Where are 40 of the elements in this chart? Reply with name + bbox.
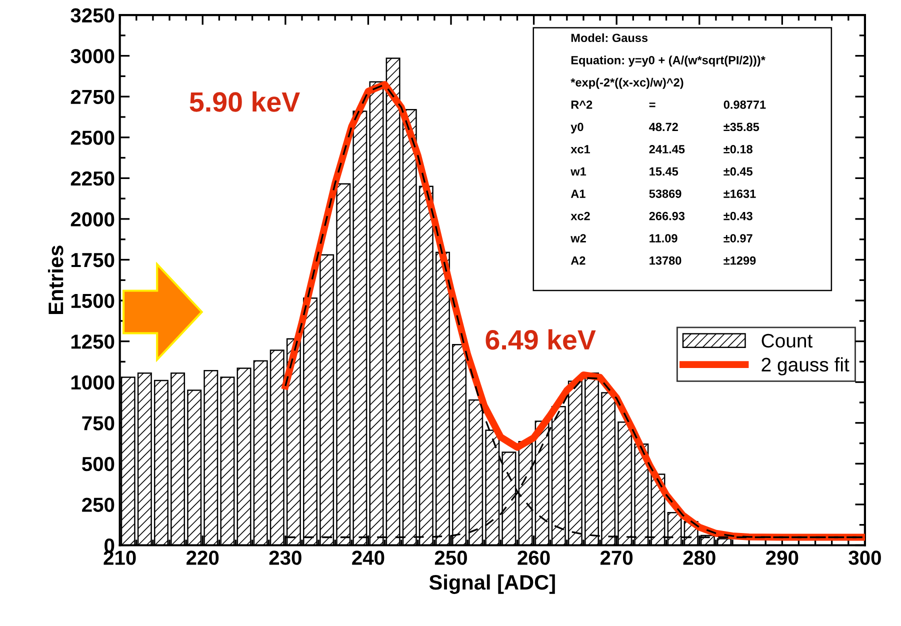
text: xc1 241.45 ±0.18 xyxy=(570,145,752,154)
annotation: 5.90 keV xyxy=(190,91,300,112)
x-tick-label: 250 xyxy=(434,550,467,565)
y-tick-label: 2750 xyxy=(70,90,114,104)
x-tick-label: 220 xyxy=(186,550,219,565)
text: w2 11.09 ±0.97 xyxy=(570,234,752,242)
legend-label: Count xyxy=(762,334,813,348)
y-tick-label: 2250 xyxy=(70,171,114,186)
legend-label: 2 gauss fit xyxy=(762,357,850,376)
text: A1 53869 ±1631 xyxy=(570,190,756,198)
y-axis-title: Entries xyxy=(48,246,64,314)
text: A2 13780 ±1299 xyxy=(570,256,756,265)
y-tick-label: 1250 xyxy=(71,334,114,349)
y-tick-label: 250 xyxy=(82,498,114,512)
text: xc2 266.93 ±0.43 xyxy=(570,212,752,220)
y-tick-label: 3000 xyxy=(70,49,114,64)
x-tick-label: 240 xyxy=(352,550,384,565)
y-tick-label: 2500 xyxy=(70,130,114,145)
x-tick-label: 230 xyxy=(269,550,302,565)
x-tick-label: 300 xyxy=(848,550,881,565)
text: R^2 = 0.98771 xyxy=(571,100,766,109)
y-tick-label: 2000 xyxy=(70,212,114,226)
text: w1 15.45 ±0.45 xyxy=(570,167,753,176)
y-tick-label: 500 xyxy=(82,456,114,472)
y-tick-label: 3250 xyxy=(70,8,114,23)
annotation: Equation: y=y0 + (A/(w*sqrt(PI/2)))* xyxy=(571,56,766,67)
text: y0 48.72 ±35.85 xyxy=(570,122,760,134)
annotation: 6.49 keV xyxy=(486,329,596,350)
y-tick-label: 1500 xyxy=(71,294,114,308)
y-tick-label: 1750 xyxy=(71,252,114,268)
y-tick-label: 1000 xyxy=(71,375,114,390)
x-tick-label: 260 xyxy=(518,550,550,565)
y-tick-label: 750 xyxy=(82,416,114,430)
annotation: *exp(-2*((x-xc)/w)^2) xyxy=(570,78,684,89)
x-tick-label: 210 xyxy=(104,550,136,565)
annotation: Model: Gauss xyxy=(571,33,648,42)
x-tick-label: 270 xyxy=(600,550,633,565)
x-axis-title: Signal [ADC] xyxy=(429,574,555,594)
x-tick-label: 280 xyxy=(683,550,716,565)
x-tick-label: 290 xyxy=(766,550,798,565)
